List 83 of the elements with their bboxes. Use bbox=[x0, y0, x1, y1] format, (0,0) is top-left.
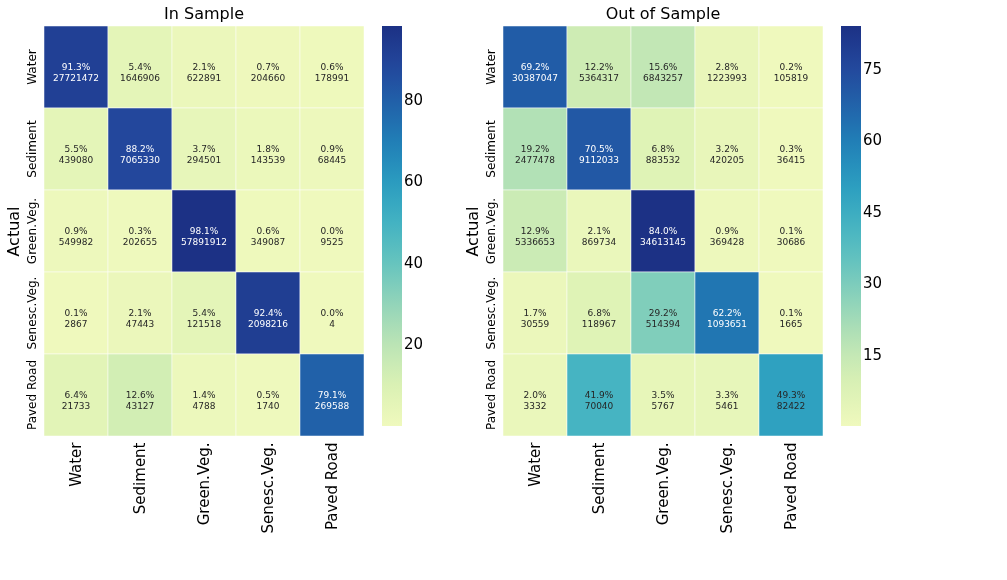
y-axis-title: Actual bbox=[3, 206, 23, 257]
data-label: 0.1% 1665 bbox=[779, 308, 803, 329]
y-tick-label: Water bbox=[483, 49, 498, 85]
data-label: 2.8% 1223993 bbox=[706, 62, 748, 83]
data-label: 0.9% 549982 bbox=[58, 226, 94, 247]
data-label: 0.2% 105819 bbox=[773, 62, 809, 83]
data-label: 2.1% 47443 bbox=[125, 308, 155, 329]
data-label: 91.3% 27721472 bbox=[53, 62, 99, 83]
x-tick-label: Paved Road bbox=[323, 442, 341, 531]
color-bar-label: 15 bbox=[863, 345, 883, 364]
data-label: 84.0% 34613145 bbox=[640, 226, 686, 247]
data-label: 5.5% 439080 bbox=[58, 144, 94, 165]
data-label: 15.6% 6843257 bbox=[642, 62, 684, 83]
data-label: 1.7% 30559 bbox=[520, 308, 550, 329]
color-bar-label: 75 bbox=[863, 59, 883, 78]
data-label: 6.8% 118967 bbox=[581, 308, 617, 329]
y-tick-label: Paved Road bbox=[24, 359, 39, 431]
color-bar-label: 20 bbox=[404, 335, 424, 354]
data-label: 0.3% 36415 bbox=[776, 144, 806, 165]
data-label: 69.2% 30387047 bbox=[512, 62, 558, 83]
data-label: 70.5% 9112033 bbox=[578, 144, 620, 165]
data-label: 12.9% 5336653 bbox=[514, 226, 556, 247]
data-label: 19.2% 2477478 bbox=[514, 144, 556, 165]
data-label: 0.3% 202655 bbox=[122, 226, 158, 247]
data-label: 3.2% 420205 bbox=[709, 144, 745, 165]
data-label: 0.7% 204660 bbox=[250, 62, 286, 83]
x-tick-label: Paved Road bbox=[782, 442, 800, 531]
color-bar-label: 30 bbox=[863, 274, 883, 293]
data-label: 1.8% 143539 bbox=[250, 144, 286, 165]
y-tick-label: Water bbox=[24, 49, 39, 85]
data-label: 98.1% 57891912 bbox=[181, 226, 227, 247]
y-axis-title: Actual bbox=[462, 206, 482, 257]
data-label: 5.4% 121518 bbox=[186, 308, 222, 329]
data-label: 49.3% 82422 bbox=[776, 390, 806, 411]
data-label: 79.1% 269588 bbox=[314, 390, 350, 411]
data-label: 0.6% 178991 bbox=[314, 62, 350, 83]
x-tick-label: Water bbox=[67, 441, 85, 487]
y-tick-label: Senesc.Veg. bbox=[483, 276, 498, 350]
data-label: 0.0% 4 bbox=[320, 308, 344, 329]
x-tick-label: Sediment bbox=[131, 442, 149, 515]
data-label: 0.9% 68445 bbox=[317, 144, 347, 165]
data-label: 2.1% 622891 bbox=[186, 62, 222, 83]
y-tick-label: Green.Veg. bbox=[24, 197, 39, 265]
chart-title: In Sample bbox=[164, 3, 244, 23]
data-label: 0.5% 1740 bbox=[256, 390, 280, 411]
data-label: 0.6% 349087 bbox=[250, 226, 286, 247]
data-label: 0.1% 2867 bbox=[64, 308, 88, 329]
data-label: 88.2% 7065330 bbox=[119, 144, 161, 165]
y-tick-label: Senesc.Veg. bbox=[24, 276, 39, 350]
data-label: 0.0% 9525 bbox=[320, 226, 344, 247]
color-bar-label: 45 bbox=[863, 202, 883, 221]
color-bar-label: 40 bbox=[404, 253, 424, 272]
y-tick-label: Paved Road bbox=[483, 359, 498, 431]
data-label: 62.2% 1093651 bbox=[706, 308, 748, 329]
data-label: 12.2% 5364317 bbox=[578, 62, 620, 83]
data-label: 1.4% 4788 bbox=[192, 390, 216, 411]
data-label: 3.3% 5461 bbox=[715, 390, 739, 411]
data-label: 2.1% 869734 bbox=[581, 226, 617, 247]
color-bar-label: 80 bbox=[404, 90, 424, 109]
x-tick-label: Senesc.Veg. bbox=[259, 442, 277, 534]
x-tick-label: Green.Veg. bbox=[195, 442, 213, 526]
y-tick-label: Sediment bbox=[483, 120, 498, 178]
data-label: 5.4% 1646906 bbox=[119, 62, 161, 83]
color-bar-label: 60 bbox=[863, 131, 883, 150]
data-label: 92.4% 2098216 bbox=[247, 308, 289, 329]
x-tick-label: Green.Veg. bbox=[654, 442, 672, 526]
data-label: 6.8% 883532 bbox=[645, 144, 681, 165]
data-label: 3.7% 294501 bbox=[186, 144, 222, 165]
data-label: 29.2% 514394 bbox=[645, 308, 681, 329]
data-label: 0.1% 30686 bbox=[776, 226, 806, 247]
data-label: 12.6% 43127 bbox=[125, 390, 155, 411]
x-tick-label: Water bbox=[526, 441, 544, 487]
chart-title: Out of Sample bbox=[605, 3, 721, 23]
data-label: 2.0% 3332 bbox=[523, 390, 547, 411]
data-label: 41.9% 70040 bbox=[584, 390, 614, 411]
y-tick-label: Green.Veg. bbox=[483, 197, 498, 265]
y-tick-label: Sediment bbox=[24, 120, 39, 178]
data-label: 0.9% 369428 bbox=[709, 226, 745, 247]
data-label: 3.5% 5767 bbox=[651, 390, 675, 411]
color-bar-label: 60 bbox=[404, 172, 424, 191]
x-tick-label: Senesc.Veg. bbox=[718, 442, 736, 534]
data-label: 6.4% 21733 bbox=[61, 390, 91, 411]
x-tick-label: Sediment bbox=[590, 442, 608, 515]
